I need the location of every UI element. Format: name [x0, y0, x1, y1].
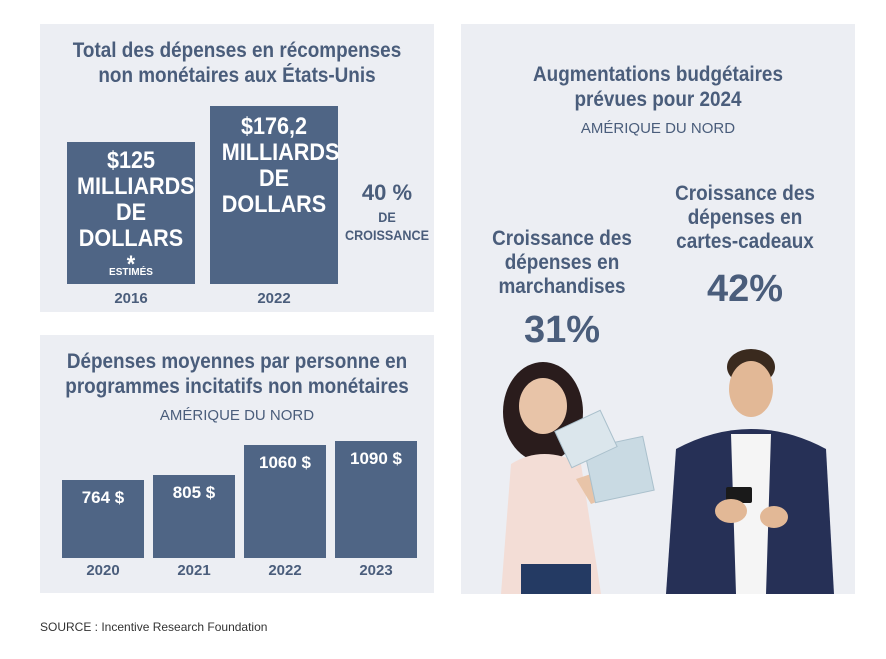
bar-2016-unit: MILLIARDS DE DOLLARS *: [77, 173, 195, 278]
panel3-title: Augmentations budgétaires prévues pour 2…: [533, 63, 783, 111]
panel2-title: Dépenses moyennes par personne en progra…: [65, 350, 409, 398]
merch-label: Croissance des dépenses en marchandises: [492, 227, 632, 298]
avg-bar-label-2020: 764 $: [81, 488, 125, 507]
bar-2016-note: ESTIMÉS: [109, 267, 153, 278]
total-spending-panel: Total des dépenses en récompenses non mo…: [40, 24, 434, 312]
avg-bar-2023: 1090 $: [335, 441, 417, 558]
avg-year-2022: 2022: [268, 562, 302, 579]
avg-bar-2022: 1060 $: [244, 444, 326, 558]
bar-2022-unit: MILLIARDS DE DOLLARS: [221, 139, 340, 218]
year-2022: 2022: [257, 290, 291, 307]
growth-label: DE CROISSANCE: [344, 209, 430, 243]
avg-bar-2021: 805 $: [153, 475, 235, 558]
man-with-card-illustration: [666, 349, 834, 594]
avg-bar-label-2022: 1060 $: [259, 452, 311, 472]
avg-year-2020: 2020: [86, 562, 120, 579]
bar-2016-value: $125: [106, 147, 156, 174]
bar-2022-value: $176,2: [240, 113, 308, 140]
woman-with-gift-illustration: [501, 362, 655, 594]
avg-bar-2020: 764 $: [62, 480, 144, 558]
year-2016: 2016: [114, 290, 148, 307]
giftcard-label: Croissance des dépenses en cartes-cadeau…: [675, 182, 815, 253]
panel2-subtitle: AMÉRIQUE DU NORD: [159, 407, 315, 424]
avg-bar-label-2023: 1090 $: [350, 449, 402, 468]
avg-year-2023: 2023: [359, 562, 393, 579]
bar-2016: $125 MILLIARDS DE DOLLARS * ESTIMÉS: [67, 142, 195, 284]
average-spending-panel: Dépenses moyennes par personne en progra…: [40, 335, 434, 593]
bar-2022: $176,2 MILLIARDS DE DOLLARS: [210, 106, 340, 284]
growth-value: 40 %: [361, 180, 413, 205]
avg-bar-label-2021: 805 $: [172, 483, 216, 503]
avg-year-2021: 2021: [177, 562, 211, 579]
panel1-title: Total des dépenses en récompenses non mo…: [72, 39, 402, 87]
merch-value: 31%: [523, 309, 601, 351]
giftcard-value: 42%: [706, 268, 784, 310]
panel3-subtitle: AMÉRIQUE DU NORD: [580, 120, 736, 137]
budget-increase-panel: Augmentations budgétaires prévues pour 2…: [461, 24, 855, 594]
source-note: SOURCE : Incentive Research Foundation: [40, 620, 268, 634]
